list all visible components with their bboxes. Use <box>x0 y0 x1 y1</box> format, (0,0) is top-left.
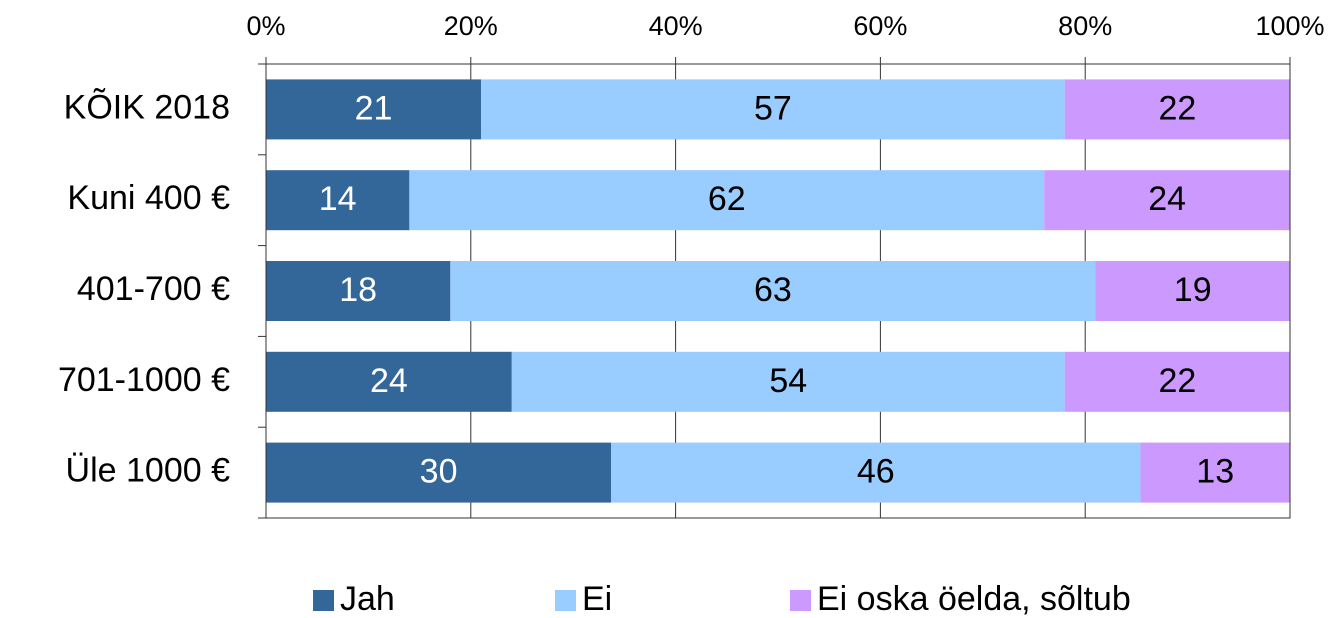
x-tick-label: 40% <box>649 11 703 41</box>
bar-segment <box>409 170 1045 231</box>
bar-segment <box>1064 79 1290 140</box>
x-tick-label: 20% <box>444 11 498 41</box>
data-label: 24 <box>1148 180 1186 218</box>
bar-segment <box>1064 351 1290 412</box>
y-tick-label: Kuni 400 € <box>67 179 230 217</box>
legend-label: Jah <box>340 580 395 618</box>
data-label: 62 <box>708 180 746 218</box>
bar-segment <box>511 351 1065 412</box>
plot-border <box>265 63 1291 519</box>
legend-swatch <box>555 590 576 611</box>
bar-segment <box>266 351 512 412</box>
bar-segment <box>450 261 1096 321</box>
bar-segment <box>611 442 1141 503</box>
bar-segment <box>1044 170 1290 231</box>
legend-swatch <box>790 590 811 611</box>
data-label: 14 <box>319 180 357 218</box>
bar-segment <box>266 170 410 231</box>
bar-segment <box>266 442 612 503</box>
data-label: 24 <box>370 362 408 400</box>
legend-swatch <box>313 590 334 611</box>
y-tick-label: 701-1000 € <box>58 361 230 399</box>
bar-segment <box>1140 442 1290 503</box>
x-tick-label: 100% <box>1255 11 1324 41</box>
bar-segment <box>266 261 451 321</box>
y-tick-label: Üle 1000 € <box>66 452 231 490</box>
legend-label: Ei oska öelda, sõltub <box>817 580 1131 618</box>
data-label: 46 <box>857 453 895 491</box>
bar-segment <box>1095 261 1290 321</box>
data-label: 22 <box>1158 362 1196 400</box>
legend-label: Ei <box>582 580 612 618</box>
x-tick-label: 60% <box>853 11 907 41</box>
data-label: 22 <box>1158 89 1196 127</box>
data-label: 30 <box>420 453 458 491</box>
data-label: 18 <box>339 271 377 309</box>
data-label: 54 <box>769 362 807 400</box>
data-label: 63 <box>754 271 792 309</box>
data-label: 57 <box>754 89 792 127</box>
data-label: 13 <box>1196 453 1234 491</box>
bar-segment <box>481 79 1065 140</box>
y-tick-label: KÕIK 2018 <box>64 88 230 126</box>
x-tick-label: 0% <box>246 11 285 41</box>
y-tick-label: 401-700 € <box>77 270 230 308</box>
data-label: 21 <box>355 89 393 127</box>
bar-segment <box>266 79 482 140</box>
data-label: 19 <box>1174 271 1212 309</box>
x-tick-label: 80% <box>1058 11 1112 41</box>
